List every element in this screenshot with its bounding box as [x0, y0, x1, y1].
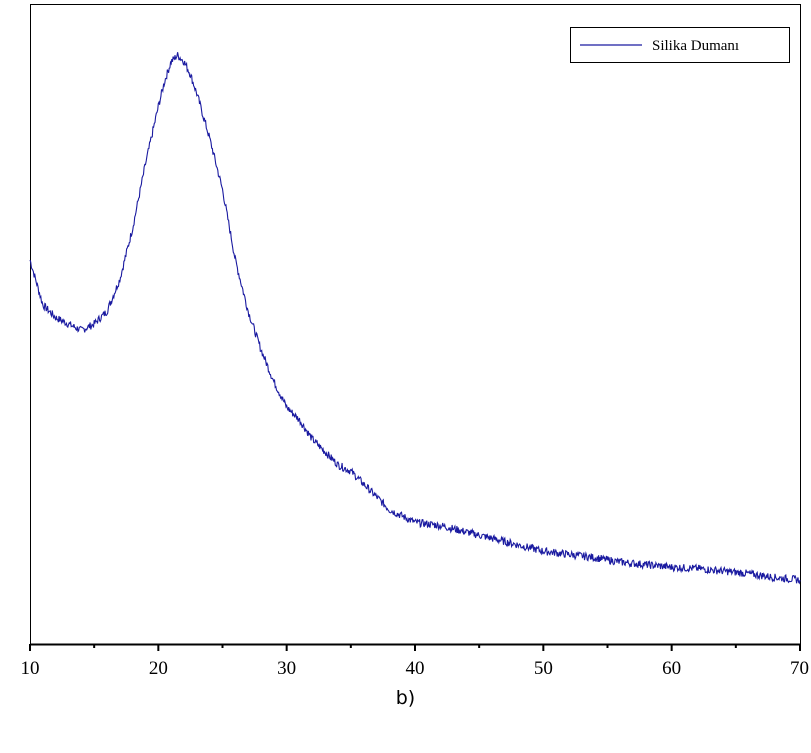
- x-tick-label: 10: [21, 658, 40, 679]
- plot-frame: [30, 4, 801, 645]
- x-axis-ticks: [29, 644, 801, 651]
- figure-caption: b): [395, 687, 416, 709]
- x-tick-label: 70: [790, 658, 809, 679]
- x-tick-label: 40: [406, 658, 425, 679]
- series-layer: [29, 52, 801, 585]
- x-tick-label: 30: [277, 658, 296, 679]
- legend: Silika Dumanı: [570, 27, 790, 63]
- x-tick-label: 20: [149, 658, 168, 679]
- x-tick-label: 60: [662, 658, 681, 679]
- x-axis-tick-labels: 10 20 30 40 50 60 70: [21, 658, 810, 679]
- series-line: [29, 52, 801, 585]
- x-tick-label: 50: [534, 658, 553, 679]
- xrd-chart: 10 20 30 40 50 60 70 Silika Dumanı: [21, 4, 810, 679]
- legend-label: Silika Dumanı: [652, 38, 739, 54]
